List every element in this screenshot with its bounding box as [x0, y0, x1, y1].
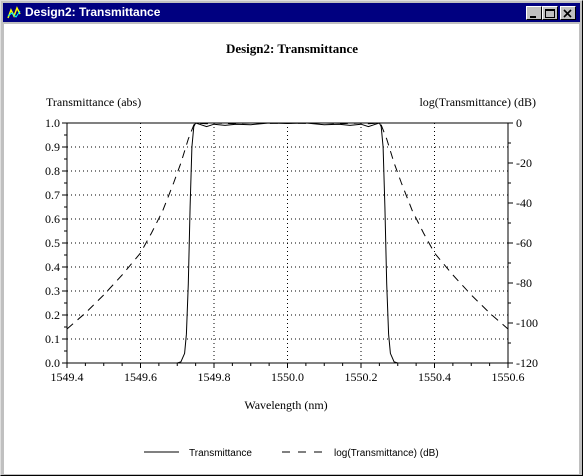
chart-title: Design2: Transmittance: [226, 41, 358, 56]
app-icon[interactable]: [6, 5, 22, 21]
close-icon: [563, 9, 572, 18]
tick-labels: 1549.4 1549.6 1549.8 1550.0 1550.2 1550.4 1550…: [45, 116, 538, 384]
x-tick-label: 1549.6: [124, 370, 157, 384]
x-tick-label: 1550.2: [345, 370, 378, 384]
grid: [67, 123, 508, 363]
y2-tick-label: -120: [516, 356, 538, 370]
y2-tick-label: -40: [516, 196, 532, 210]
y2-tick-label: -20: [516, 156, 532, 170]
legend-label-transmittance: Transmittance: [189, 448, 252, 459]
y2-axis-label: log(Transmittance) (dB): [419, 95, 536, 109]
y-tick-label: 0.6: [45, 212, 60, 226]
series: [66, 122, 509, 364]
y-tick-label: 0.4: [45, 260, 60, 274]
y-tick-label: 0.2: [45, 308, 60, 322]
y-axis-label: Transmittance (abs): [46, 95, 141, 109]
y2-tick-label: -80: [516, 276, 532, 290]
y2-tick-label: -100: [516, 316, 538, 330]
x-tick-label: 1550.0: [271, 370, 304, 384]
y-tick-label: 0.9: [45, 140, 60, 154]
x-tick-label: 1549.4: [51, 370, 84, 384]
minimize-icon: [530, 16, 536, 18]
x-tick-label: 1550.6: [492, 370, 525, 384]
maximize-button[interactable]: [542, 6, 558, 20]
y-tick-label: 0.1: [45, 332, 60, 346]
minimize-button[interactable]: [526, 6, 542, 20]
y-tick-label: 1.0: [45, 116, 60, 130]
y2-tick-label: 0: [516, 116, 522, 130]
maximize-icon: [545, 9, 555, 18]
series-line-log-transmittance: [66, 122, 509, 330]
x-axis-label: Wavelength (nm): [244, 398, 327, 412]
y2-tick-label: -60: [516, 236, 532, 250]
y-tick-label: 0.5: [45, 236, 60, 250]
transmittance-chart: Design2: Transmittance Transmittance (ab…: [45, 41, 538, 459]
chart-area: Design2: Transmittance Transmittance (ab…: [4, 24, 579, 474]
y-tick-label: 0.7: [45, 188, 60, 202]
x-tick-label: 1549.8: [198, 370, 231, 384]
y-tick-label: 0.0: [45, 356, 60, 370]
y-tick-label: 0.8: [45, 164, 60, 178]
legend: Transmittance log(Transmittance) (dB): [144, 448, 439, 459]
legend-label-log-transmittance: log(Transmittance) (dB): [334, 448, 439, 459]
close-button[interactable]: [560, 6, 576, 20]
window-title: Design2: Transmittance: [25, 5, 161, 19]
title-bar[interactable]: Design2: Transmittance: [3, 3, 580, 22]
y-tick-label: 0.3: [45, 284, 60, 298]
x-tick-label: 1550.4: [418, 370, 451, 384]
